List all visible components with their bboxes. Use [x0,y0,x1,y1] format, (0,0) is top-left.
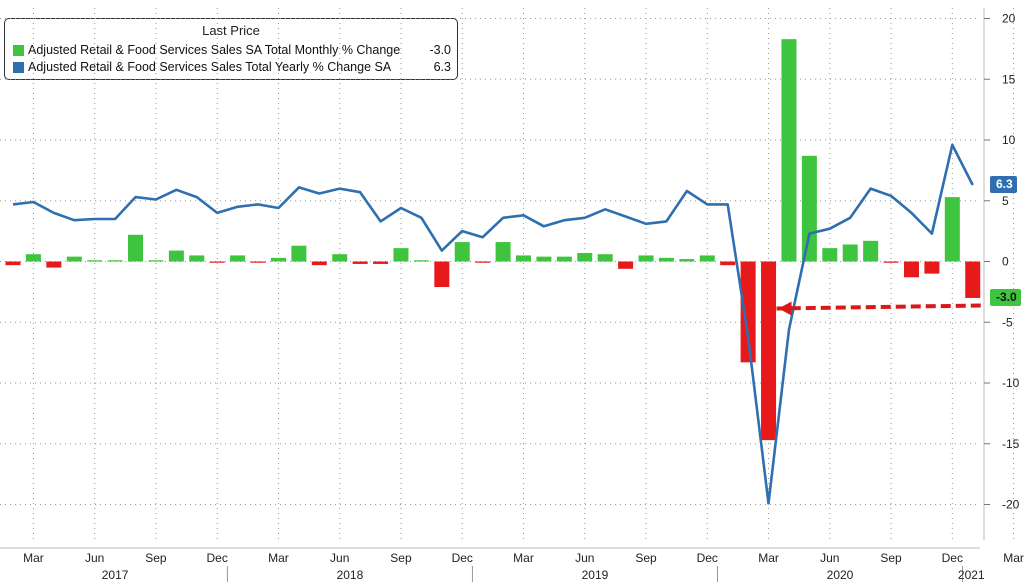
y-tick-label: 0 [1002,255,1009,269]
legend-label-monthly: Adjusted Retail & Food Services Sales SA… [28,43,401,57]
bar-monthly-change [352,261,368,264]
bar-monthly-change [536,256,552,262]
legend-swatch-yearly [13,61,24,73]
x-tick-label: Mar [23,551,44,565]
annotation-arrow-line [776,303,981,311]
bar-monthly-change [597,254,613,262]
bar-monthly-change [577,252,593,262]
y-tick-label: -15 [1002,437,1020,451]
bar-monthly-change [373,261,389,264]
x-year-label: 2019 [582,568,609,582]
bar-monthly-change [87,260,103,262]
y-tick-label: 20 [1002,12,1016,26]
x-year-label: 2020 [827,568,854,582]
y-tick-label: 10 [1002,133,1016,147]
x-tick-label: Dec [697,551,718,565]
bar-monthly-change [434,261,450,288]
y-tick-label: -5 [1002,315,1013,329]
bar-monthly-change [944,197,960,262]
legend-swatch-monthly [13,44,24,56]
bar-monthly-change [801,155,817,262]
bar-monthly-change [903,261,919,278]
x-tick-label: Dec [207,551,228,565]
bar-monthly-change [270,257,286,262]
bar-monthly-change [781,39,797,262]
bar-monthly-change [46,261,62,268]
bar-monthly-change [679,259,695,262]
bar-monthly-change [475,261,491,263]
bar-monthly-change [25,254,41,262]
bar-monthly-change [189,255,205,262]
bar-monthly-change [250,261,266,263]
bar-monthly-change [761,261,777,441]
x-tick-label: Jun [85,551,104,565]
x-tick-label: Dec [452,551,473,565]
legend-item-yearly: Adjusted Retail & Food Services Sales To… [13,60,391,74]
y-tick-label: -20 [1002,498,1020,512]
x-tick-label: Mar [1003,551,1024,565]
bar-monthly-change [291,245,307,262]
bar-monthly-change [720,261,736,266]
last-value-tag-monthly: -3.0 [990,288,1021,306]
bar-monthly-change [66,256,82,262]
legend-item-monthly: Adjusted Retail & Food Services Sales SA… [13,43,400,57]
line-yearly-change [12,143,974,505]
legend-title: Last Price [202,23,260,38]
x-tick-label: Sep [880,551,902,565]
bar-monthly-change [393,248,409,262]
bar-monthly-change [168,250,184,262]
x-tick-label: Sep [145,551,167,565]
bar-monthly-change [842,244,858,262]
bar-monthly-change [618,261,634,269]
x-tick-label: Mar [268,551,289,565]
legend-value-monthly: -3.0 [429,43,451,57]
bar-monthly-change [516,255,531,262]
legend-value-yearly: 6.3 [433,60,451,74]
x-tick-label: Mar [513,551,534,565]
x-tick-label: Dec [942,551,963,565]
y-tick-label: -10 [1002,376,1020,390]
x-tick-label: Sep [635,551,657,565]
y-tick-label: 5 [1002,194,1009,208]
bar-monthly-change [230,255,246,262]
bar-monthly-change [495,242,511,262]
bar-monthly-change [5,261,21,266]
legend-label-yearly: Adjusted Retail & Food Services Sales To… [28,60,392,74]
y-tick-label: 15 [1002,72,1016,86]
x-tick-label: Mar [758,551,779,565]
bar-monthly-change [658,257,674,262]
x-tick-label: Jun [575,551,594,565]
bar-monthly-change [699,255,715,262]
x-tick-label: Jun [330,551,349,565]
bar-monthly-change [454,242,470,262]
bar-monthly-change [883,261,899,263]
bar-monthly-change [332,254,348,262]
chart-legend: Last Price Adjusted Retail & Food Servic… [4,18,458,80]
x-tick-label: Jun [820,551,839,565]
bar-monthly-change [107,260,123,262]
x-year-label: 2018 [337,568,364,582]
bar-monthly-change [556,256,572,262]
bar-monthly-change [924,261,940,274]
bar-monthly-change [863,240,879,262]
last-value-tag-yearly: 6.3 [990,175,1017,193]
x-year-label: 2017 [102,568,129,582]
bar-monthly-change [965,261,981,298]
bar-monthly-change [638,255,654,262]
annotation-arrow-head [778,301,792,316]
x-year-label: 2021 [958,568,985,582]
bar-monthly-change [311,261,327,266]
bar-monthly-change [822,248,838,262]
bar-monthly-change [148,260,164,262]
bar-monthly-change [740,261,756,363]
bar-monthly-change [413,260,429,262]
bar-monthly-change [128,234,144,262]
bar-monthly-change [209,261,225,263]
x-tick-label: Sep [390,551,412,565]
